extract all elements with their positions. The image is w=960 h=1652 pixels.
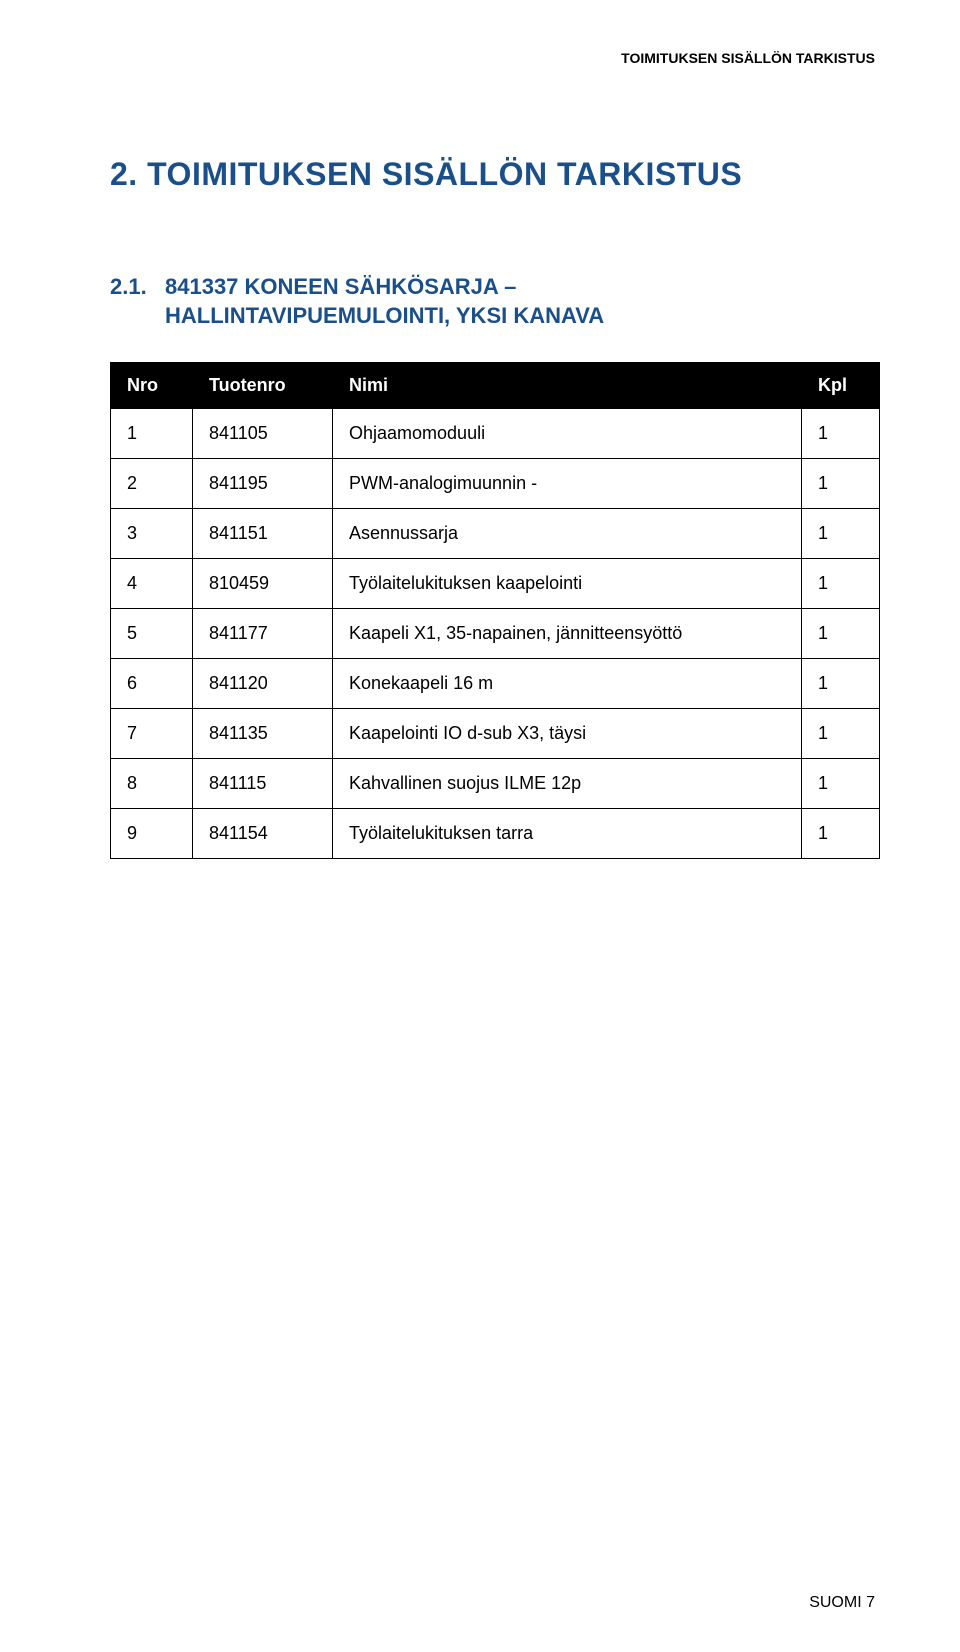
subtitle-line2: HALLINTAVIPUEMULOINTI, YKSI KANAVA <box>165 303 604 328</box>
title-number: 2. <box>110 156 138 192</box>
table-cell: 841135 <box>193 709 333 759</box>
table-cell: Työlaitelukituksen tarra <box>333 809 802 859</box>
subtitle-number: 2.1. <box>110 273 165 302</box>
page-footer: SUOMI 7 <box>809 1594 875 1612</box>
table-cell: 841151 <box>193 509 333 559</box>
table-cell: 5 <box>111 609 193 659</box>
table-cell: 4 <box>111 559 193 609</box>
th-nimi: Nimi <box>333 363 802 409</box>
table-cell: 9 <box>111 809 193 859</box>
table-cell: 1 <box>802 809 880 859</box>
page-title: 2. TOIMITUKSEN SISÄLLÖN TARKISTUS <box>110 156 880 193</box>
table-cell: Kaapeli X1, 35-napainen, jännitteensyött… <box>333 609 802 659</box>
table-cell: 1 <box>802 559 880 609</box>
table-cell: 1 <box>802 409 880 459</box>
table-header-row: Nro Tuotenro Nimi Kpl <box>111 363 880 409</box>
table-cell: Ohjaamomoduuli <box>333 409 802 459</box>
running-header: TOIMITUKSEN SISÄLLÖN TARKISTUS <box>110 50 880 66</box>
section-subtitle: 2.1.841337 KONEEN SÄHKÖSARJA – HALLINTAV… <box>165 273 880 330</box>
table-row: 6841120Konekaapeli 16 m1 <box>111 659 880 709</box>
th-tuotenro: Tuotenro <box>193 363 333 409</box>
th-kpl: Kpl <box>802 363 880 409</box>
table-cell: 7 <box>111 709 193 759</box>
subtitle-line1: 841337 KONEEN SÄHKÖSARJA – <box>165 274 516 299</box>
table-row: 3841151Asennussarja1 <box>111 509 880 559</box>
table-cell: 1 <box>802 459 880 509</box>
table-cell: 841154 <box>193 809 333 859</box>
table-row: 4810459Työlaitelukituksen kaapelointi1 <box>111 559 880 609</box>
table-cell: 841195 <box>193 459 333 509</box>
table-cell: 2 <box>111 459 193 509</box>
table-cell: 3 <box>111 509 193 559</box>
table-cell: 1 <box>802 609 880 659</box>
table-cell: 810459 <box>193 559 333 609</box>
table-cell: 841177 <box>193 609 333 659</box>
table-row: 2841195PWM-analogimuunnin -1 <box>111 459 880 509</box>
table-cell: 841120 <box>193 659 333 709</box>
table-cell: 1 <box>802 659 880 709</box>
table-cell: 1 <box>802 709 880 759</box>
table-cell: Konekaapeli 16 m <box>333 659 802 709</box>
table-cell: Työlaitelukituksen kaapelointi <box>333 559 802 609</box>
table-cell: 1 <box>802 509 880 559</box>
table-cell: PWM-analogimuunnin - <box>333 459 802 509</box>
table-cell: Kahvallinen suojus ILME 12p <box>333 759 802 809</box>
table-cell: 841115 <box>193 759 333 809</box>
title-text: TOIMITUKSEN SISÄLLÖN TARKISTUS <box>147 156 742 192</box>
table-cell: Kaapelointi IO d-sub X3, täysi <box>333 709 802 759</box>
table-row: 8841115Kahvallinen suojus ILME 12p1 <box>111 759 880 809</box>
table-row: 7841135Kaapelointi IO d-sub X3, täysi1 <box>111 709 880 759</box>
table-cell: 1 <box>111 409 193 459</box>
table-cell: Asennussarja <box>333 509 802 559</box>
table-cell: 841105 <box>193 409 333 459</box>
table-row: 1841105Ohjaamomoduuli1 <box>111 409 880 459</box>
table-row: 5841177Kaapeli X1, 35-napainen, jännitte… <box>111 609 880 659</box>
table-cell: 6 <box>111 659 193 709</box>
parts-table: Nro Tuotenro Nimi Kpl 1841105Ohjaamomodu… <box>110 362 880 859</box>
table-row: 9841154Työlaitelukituksen tarra1 <box>111 809 880 859</box>
table-body: 1841105Ohjaamomoduuli12841195PWM-analogi… <box>111 409 880 859</box>
th-nro: Nro <box>111 363 193 409</box>
table-cell: 1 <box>802 759 880 809</box>
table-cell: 8 <box>111 759 193 809</box>
